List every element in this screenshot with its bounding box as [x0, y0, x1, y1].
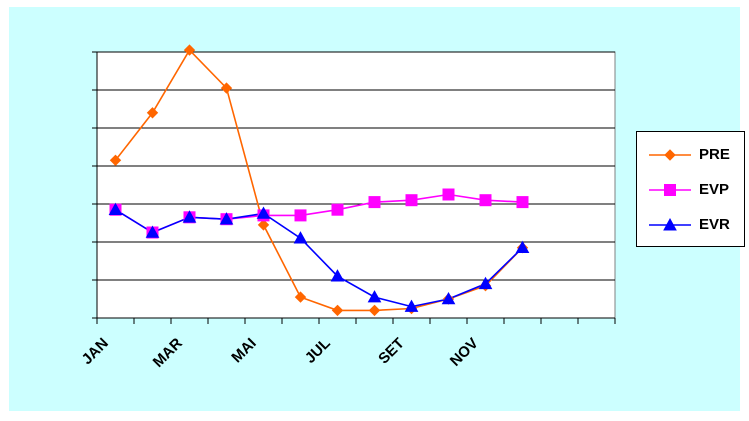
legend-label-evr: EVR — [699, 216, 730, 233]
x-tick-label: NOV — [447, 335, 482, 370]
line-chart: JAN MAR MAI JUL SET NOV — [79, 44, 616, 371]
data-point-pre — [368, 304, 381, 317]
legend-item-pre: PRE — [637, 142, 744, 168]
data-point-evr — [515, 240, 530, 253]
data-point-evr — [182, 210, 197, 223]
data-point-evr — [256, 206, 271, 219]
x-tick-label: MAR — [150, 335, 186, 371]
legend-swatch-evp — [649, 184, 691, 196]
data-point-evr — [293, 231, 308, 244]
legend-item-evp: EVP — [637, 177, 744, 203]
x-tick-label: JAN — [79, 335, 112, 368]
legend-swatch-pre — [649, 149, 691, 161]
data-point-evp — [442, 188, 455, 201]
data-point-evr — [108, 202, 123, 215]
data-point-pre — [183, 44, 196, 56]
data-point-evp — [368, 196, 381, 209]
data-point-evp — [294, 209, 307, 222]
data-point-evp — [516, 196, 529, 209]
x-tick-label: JUL — [302, 335, 334, 367]
data-point-evp — [405, 194, 418, 207]
data-point-evr — [219, 212, 234, 225]
data-point-evp — [479, 194, 492, 207]
data-point-evp — [331, 203, 344, 216]
data-point-evr — [404, 299, 419, 312]
data-point-pre — [109, 154, 122, 167]
series-line-evr — [115, 209, 524, 308]
legend-item-evr: EVR — [637, 212, 744, 238]
legend-label-pre: PRE — [699, 146, 730, 163]
data-point-pre — [331, 304, 344, 317]
legend: PRE EVP EVR — [636, 131, 745, 247]
chart-area: JAN MAR MAI JUL SET NOV PRE EVP EVR — [9, 7, 745, 411]
legend-label-evp: EVP — [699, 181, 730, 198]
plot-area — [96, 51, 616, 319]
data-point-pre — [257, 219, 270, 231]
data-point-evr — [145, 225, 160, 238]
data-point-pre — [146, 107, 159, 119]
data-point-pre — [294, 291, 307, 303]
data-point-evr — [441, 291, 456, 305]
data-point-evr — [367, 290, 382, 303]
legend-swatch-evr — [649, 217, 691, 231]
x-tick-label: MAI — [228, 335, 259, 366]
data-point-evr — [330, 269, 345, 282]
data-point-pre — [220, 82, 233, 94]
data-point-evr — [478, 276, 493, 290]
x-tick-label: SET — [375, 335, 408, 368]
